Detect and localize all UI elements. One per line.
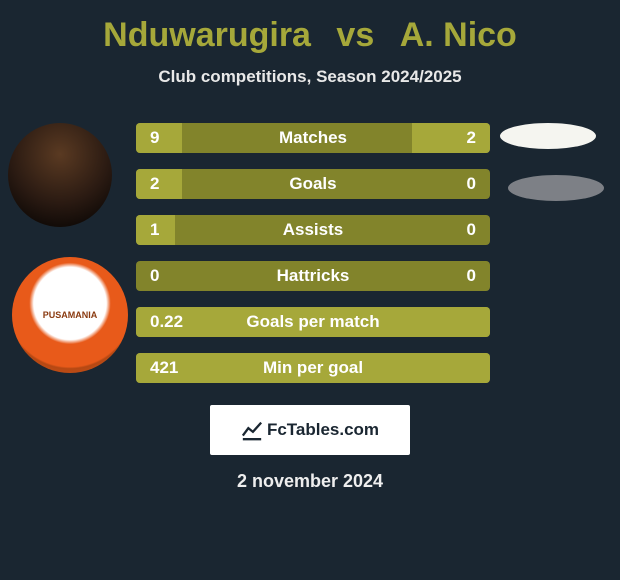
player1-crest: PUSAMANIA xyxy=(12,257,128,373)
crest-text: PUSAMANIA xyxy=(43,310,98,320)
player1-avatar xyxy=(8,123,112,227)
player2-pill-2 xyxy=(508,175,604,201)
player2-pill-1 xyxy=(500,123,596,149)
stat-row: 00Hattricks xyxy=(136,261,490,291)
footer-date: 2 november 2024 xyxy=(237,471,383,492)
stat-label: Hattricks xyxy=(136,261,490,291)
title-player1: Nduwarugira xyxy=(103,16,311,54)
brand-badge: FcTables.com xyxy=(210,405,410,455)
stat-label: Assists xyxy=(136,215,490,245)
title-vs: vs xyxy=(336,16,374,54)
stat-row: 421Min per goal xyxy=(136,353,490,383)
stat-rows: 92Matches 20Goals 10Assists 00Hattricks 0.22… xyxy=(136,123,490,383)
stat-label: Matches xyxy=(136,123,490,153)
stat-row: 0.22Goals per match xyxy=(136,307,490,337)
stat-row: 10Assists xyxy=(136,215,490,245)
stat-label: Goals per match xyxy=(136,307,490,337)
stat-row: 20Goals xyxy=(136,169,490,199)
brand-text: FcTables.com xyxy=(267,420,379,440)
comparison-chart: PUSAMANIA 92Matches 20Goals 10Assists 00Hat… xyxy=(0,123,620,399)
subtitle: Club competitions, Season 2024/2025 xyxy=(158,67,461,87)
chart-icon xyxy=(241,419,263,441)
stat-label: Min per goal xyxy=(136,353,490,383)
stat-label: Goals xyxy=(136,169,490,199)
title-player2: A. Nico xyxy=(400,16,517,54)
page-title: Nduwarugira vs A. Nico xyxy=(103,16,517,55)
stat-row: 92Matches xyxy=(136,123,490,153)
